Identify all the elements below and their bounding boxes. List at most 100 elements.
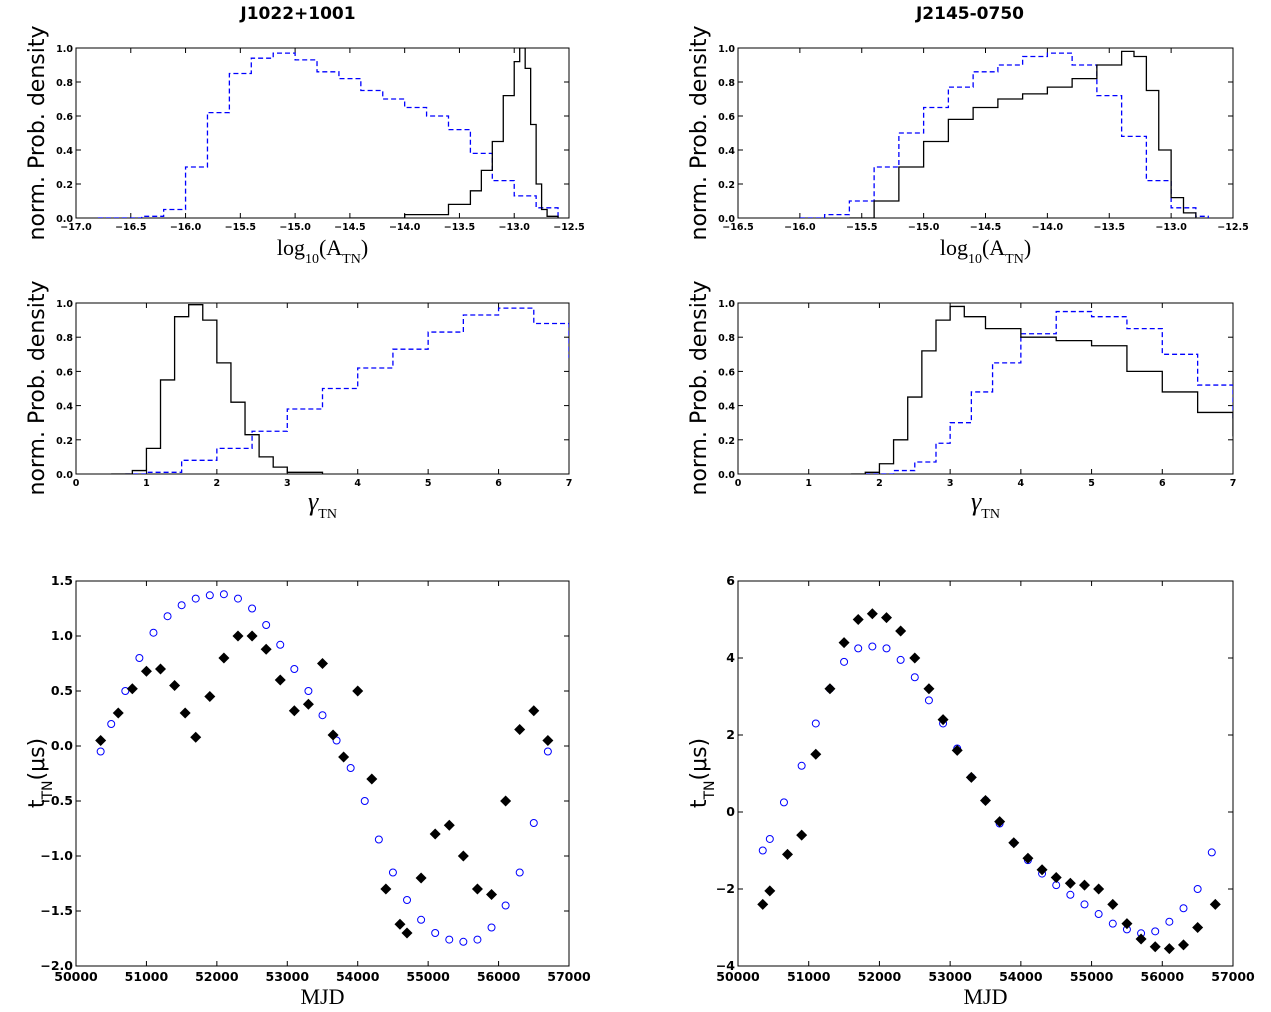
y-tick-label: 0 (726, 804, 735, 819)
filled-diamond-point (909, 652, 921, 664)
open-circle-point (1151, 927, 1160, 936)
open-circle-point (233, 594, 242, 603)
x-tick-label: 6 (1159, 478, 1166, 489)
y-tick-label: 0.0 (718, 214, 735, 225)
y-tick-label: −4 (716, 958, 735, 973)
y-tick-label: 1.0 (56, 299, 73, 310)
solid-posterior-line (851, 305, 1233, 474)
filled-diamond-point (338, 751, 350, 763)
x-tick-label: 55000 (406, 969, 450, 984)
x-tick-label: 1 (143, 478, 150, 489)
open-circle-point (177, 601, 186, 610)
y-axis-label: tTN(μs) (687, 738, 718, 808)
x-tick-label: 54000 (336, 969, 380, 984)
x-tick-label: −16.0 (784, 222, 816, 233)
filled-diamond-point (1135, 933, 1147, 945)
x-tick-label: −16.5 (115, 222, 146, 233)
y-tick-label: 0.6 (718, 367, 735, 378)
open-circle-point (191, 594, 200, 603)
y-tick-label: 1.0 (718, 44, 735, 55)
open-circle-point (219, 590, 228, 599)
open-circle-point (346, 764, 355, 772)
open-circle-point (758, 846, 767, 855)
filled-diamond-point (179, 707, 191, 719)
y-tick-label: 0.6 (56, 112, 73, 123)
open-circle-point (765, 834, 774, 843)
open-circle-point (1108, 919, 1117, 928)
x-tick-label: 3 (284, 478, 291, 489)
filled-diamond-point (1036, 864, 1048, 876)
filled-diamond-point (951, 744, 963, 756)
series-1 (799, 52, 1209, 218)
series-2 (95, 630, 554, 939)
filled-diamond-point (415, 872, 427, 884)
filled-diamond-point (380, 883, 392, 895)
filled-diamond-point (288, 705, 300, 717)
y-tick-label: 0.8 (56, 333, 73, 344)
x-tick-label: −13.5 (1094, 222, 1125, 233)
x-axis-label: γTN (308, 487, 337, 522)
x-axis-label: MJD (963, 984, 1007, 1009)
x-tick-label: 56000 (477, 969, 521, 984)
open-circle-point (515, 868, 524, 877)
plot-frame (75, 580, 570, 967)
y-tick-label: 1.0 (51, 628, 73, 643)
x-tick-label: −17.0 (60, 222, 92, 233)
x-axis-label: log10(ATN) (277, 235, 368, 267)
open-circle-point (149, 628, 158, 637)
x-tick-label: 2 (876, 478, 883, 489)
filled-diamond-point (366, 773, 378, 785)
dashed-posterior-line (97, 52, 559, 218)
filled-diamond-point (1163, 943, 1175, 955)
filled-diamond-point (140, 665, 152, 677)
filled-diamond-point (232, 630, 244, 642)
x-tick-label: 54000 (999, 969, 1043, 984)
series-2 (111, 304, 324, 474)
y-axis-label: norm. Prob. density (25, 26, 50, 241)
y-tick-label: 1.0 (56, 44, 73, 55)
y-axis-label: norm. Prob. density (687, 26, 712, 241)
x-tick-label: 50000 (716, 969, 760, 984)
series-2 (851, 305, 1233, 474)
y-tick-label: 0.2 (56, 436, 73, 447)
panel-4: 0 1 2 3 4 5 6 7 0.0 0.2 0.4 0.6 0.8 1.0 norm. Prob. de… (687, 281, 1236, 522)
open-circle-point (1066, 890, 1075, 899)
filled-diamond-point (838, 637, 850, 649)
solid-posterior-line (349, 48, 559, 218)
open-circle-point (205, 591, 214, 600)
y-tick-label: 0.8 (718, 333, 735, 344)
filled-diamond-point (937, 714, 949, 726)
filled-diamond-point (1149, 941, 1161, 953)
filled-diamond-point (457, 850, 469, 862)
x-tick-label: 0 (73, 478, 80, 489)
x-tick-label: 7 (1230, 478, 1237, 489)
x-tick-label: 57000 (1211, 969, 1255, 984)
panel-1: −17.0 −16.5 −16.0 −15.5 −15.0 −14.5 −14.0 −13.5… (25, 26, 585, 267)
x-tick-label: 5 (1088, 478, 1095, 489)
filled-diamond-point (1079, 879, 1090, 891)
plot-frame (737, 302, 1234, 475)
filled-diamond-point (471, 883, 483, 895)
open-circle-point (318, 711, 327, 720)
open-circle-point (403, 896, 412, 904)
open-circle-point (910, 673, 919, 682)
dashed-posterior-line (865, 310, 1233, 474)
open-circle-point (487, 923, 496, 932)
filled-diamond-point (923, 683, 935, 695)
filled-diamond-point (155, 663, 167, 675)
x-tick-label: −14.0 (1032, 222, 1064, 233)
filled-diamond-point (796, 829, 808, 841)
solid-posterior-line (111, 304, 324, 474)
x-tick-label: −16.0 (170, 222, 202, 233)
filled-diamond-point (218, 652, 230, 664)
series-1 (865, 310, 1233, 474)
x-tick-label: −15.5 (846, 222, 877, 233)
x-tick-label: 1 (805, 478, 812, 489)
open-circle-point (431, 929, 440, 937)
filled-diamond-point (126, 683, 138, 695)
y-tick-label: 4 (726, 650, 735, 665)
y-tick-label: 0.8 (718, 78, 735, 89)
open-circle-point (1080, 900, 1089, 909)
open-circle-point (417, 915, 426, 924)
